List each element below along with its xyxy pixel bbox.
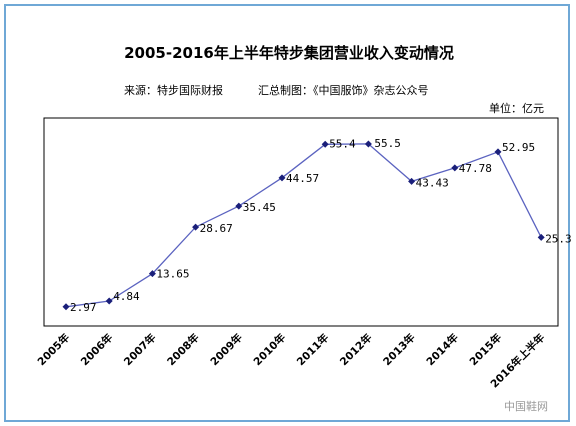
line-chart: 2005-2016年上半年特步集团营业收入变动情况 来源：特步国际财报 汇总制图… [35, 44, 572, 413]
x-tick-label: 2012年 [337, 331, 375, 369]
chart-credit: 汇总制图：《中国服饰》杂志公众号 [258, 83, 429, 97]
data-point-marker [408, 177, 416, 185]
data-point-marker [537, 233, 545, 241]
series-line [65, 143, 542, 308]
data-label: 47.78 [459, 162, 492, 175]
x-tick-label: 2008年 [164, 331, 202, 369]
chart-frame: 2005-2016年上半年特步集团营业收入变动情况 来源：特步国际财报 汇总制图… [4, 4, 572, 422]
data-point-marker [278, 174, 286, 182]
series-layer [62, 140, 545, 311]
plot-area [43, 117, 559, 327]
data-label: 28.67 [200, 222, 233, 235]
data-point-marker [451, 164, 459, 172]
x-tick-label: 2007年 [121, 331, 159, 369]
x-tick-label: 2014年 [424, 331, 462, 369]
data-point-marker [235, 202, 243, 210]
data-point-marker [192, 223, 200, 231]
data-point-marker [364, 140, 372, 148]
data-label: 35.45 [243, 201, 276, 214]
data-point-marker [321, 140, 329, 148]
data-label: 25.35 [545, 232, 572, 245]
data-label: 55.5 [374, 137, 401, 150]
data-point-marker [148, 270, 156, 278]
data-label: 44.57 [286, 172, 319, 185]
data-point-marker [494, 148, 502, 156]
data-label: 13.65 [156, 268, 189, 281]
data-point-marker [105, 297, 113, 305]
x-tick-label: 2009年 [208, 331, 246, 369]
x-tick-label: 2011年 [294, 331, 332, 369]
x-tick-label: 2013年 [380, 331, 418, 369]
x-tick-label: 2015年 [467, 331, 505, 369]
x-tick-label: 2010年 [251, 331, 289, 369]
x-tick-label: 2006年 [78, 331, 116, 369]
data-label: 55.4 [329, 137, 356, 150]
chart-title: 2005-2016年上半年特步集团营业收入变动情况 [124, 44, 454, 62]
chart-source: 来源：特步国际财报 [124, 83, 223, 97]
x-tick-label: 2005年 [35, 331, 73, 369]
data-point-marker [62, 303, 70, 311]
watermark: 中国鞋网 [504, 399, 548, 413]
x-axis-ticks: 2005年 2006年 2007年 2008年 2009年 2010年 2011年 2012年… [35, 331, 548, 391]
chart-unit: 单位：亿元 [489, 101, 544, 115]
data-label: 2.97 [70, 301, 97, 314]
data-labels: 2.97 4.84 13.65 28.67 35.45 44.57 55.4 55.5 43.4… [70, 137, 572, 314]
data-label: 43.43 [416, 176, 449, 189]
data-label: 52.95 [502, 141, 535, 154]
data-label: 4.84 [113, 290, 140, 303]
